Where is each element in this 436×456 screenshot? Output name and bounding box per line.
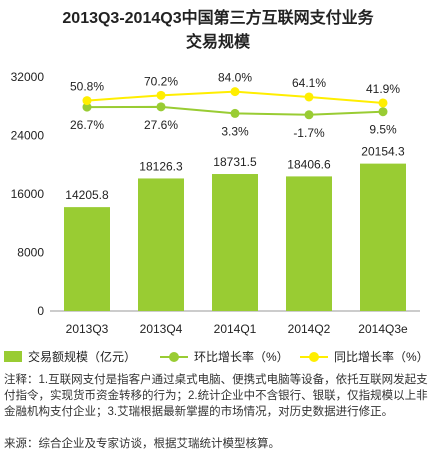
qoq-label: 9.5% xyxy=(369,123,397,137)
yoy-label: 41.9% xyxy=(366,82,400,96)
qoq-point xyxy=(230,108,240,118)
bar-value-label: 18126.3 xyxy=(139,159,183,173)
legend-label-volume: 交易额规模（亿元） xyxy=(28,350,137,364)
legend-label-yoy: 同比增长率（%） xyxy=(334,350,429,364)
y-tick-label: 16000 xyxy=(11,187,45,201)
bar xyxy=(212,174,258,311)
bar xyxy=(138,178,184,311)
bar xyxy=(64,207,110,311)
x-tick-label: 2013Q4 xyxy=(140,322,183,336)
qoq-label: -1.7% xyxy=(293,126,325,140)
bar-value-label: 20154.3 xyxy=(361,145,405,159)
yoy-point xyxy=(378,98,388,108)
bar xyxy=(360,163,406,311)
bar xyxy=(286,176,332,311)
legend-label-qoq: 环比增长率（%） xyxy=(194,350,289,364)
bar-value-label: 14205.8 xyxy=(65,188,109,202)
yoy-point xyxy=(156,90,166,100)
yoy-point xyxy=(304,92,314,102)
x-tick-label: 2013Q3 xyxy=(66,322,109,336)
legend-item-volume: 交易额规模（亿元） xyxy=(4,348,136,365)
legend-item-qoq: 环比增长率（%） xyxy=(160,348,289,365)
chart-canvas: 0 8000 16000 24000 32000 2013Q3 2013Q4 2014Q1 20… xyxy=(11,70,420,336)
legend-swatch-qoq xyxy=(160,351,188,363)
yoy-label: 84.0% xyxy=(218,71,252,85)
qoq-label: 3.3% xyxy=(221,124,249,138)
yoy-label: 50.8% xyxy=(70,80,104,94)
legend-swatch-yoy xyxy=(300,351,328,363)
chart-source: 来源：综合企业及专家访谈，根据艾瑞统计模型核算。 xyxy=(4,438,280,450)
qoq-point xyxy=(378,107,388,117)
chart-title: 2013Q3-2014Q3中国第三方互联网支付业务 xyxy=(62,10,374,27)
y-tick-label: 24000 xyxy=(11,129,45,143)
bar-value-label: 18731.5 xyxy=(213,155,257,169)
x-tick-label: 2014Q1 xyxy=(214,322,257,336)
yoy-label: 64.1% xyxy=(292,76,326,90)
x-tick-label: 2014Q2 xyxy=(288,322,331,336)
chart-note: 注释：1.互联网支付是指客户通过桌式电脑、便携式电脑等设备，依托互联网发起支付指… xyxy=(4,374,428,418)
legend-item-yoy: 同比增长率（%） xyxy=(300,348,429,365)
legend-swatch-bar xyxy=(4,351,22,362)
chart-legend: 交易额规模（亿元） 环比增长率（%） 同比增长率（%） xyxy=(0,348,436,364)
chart-subtitle: 交易规模 xyxy=(185,34,250,51)
qoq-point xyxy=(82,102,92,112)
y-tick-label: 32000 xyxy=(11,70,45,84)
bar-value-label: 18406.6 xyxy=(287,157,331,171)
qoq-point xyxy=(304,110,314,120)
qoq-label: 26.7% xyxy=(70,118,104,132)
yoy-point xyxy=(82,96,92,106)
yoy-label: 70.2% xyxy=(144,74,178,88)
qoq-point xyxy=(156,102,166,112)
y-tick-label: 0 xyxy=(37,304,44,318)
y-tick-label: 8000 xyxy=(17,246,44,260)
qoq-label: 27.6% xyxy=(144,118,178,132)
yoy-point xyxy=(230,87,240,97)
x-tick-label: 2014Q3e xyxy=(358,322,408,336)
